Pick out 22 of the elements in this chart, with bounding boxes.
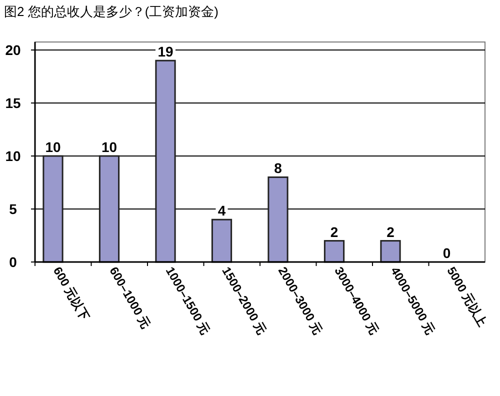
data-label: 8: [274, 160, 282, 176]
data-label: 0: [442, 245, 451, 261]
bar: [268, 176, 288, 263]
y-tick-label: 0: [9, 254, 18, 270]
x-tick-label: 600 元以下: [50, 264, 92, 323]
data-label: 2: [386, 224, 395, 240]
bar: [380, 240, 401, 263]
bar: [324, 240, 345, 263]
data-label: 10: [45, 139, 61, 155]
y-tick-label: 10: [5, 148, 21, 164]
bar: [211, 218, 232, 263]
data-label: 19: [158, 44, 174, 60]
data-label: 2: [330, 224, 338, 240]
bar: [98, 155, 120, 263]
bar: [155, 60, 176, 263]
y-tick-label: 20: [5, 42, 21, 58]
data-label: 4: [218, 202, 226, 219]
y-tick-label: 15: [5, 95, 21, 111]
chart-title: 图2 您的总收人是多少？(工资加资金): [4, 4, 218, 19]
data-label: 10: [101, 139, 118, 155]
bar: [42, 155, 64, 263]
y-tick-label: 5: [9, 201, 18, 217]
